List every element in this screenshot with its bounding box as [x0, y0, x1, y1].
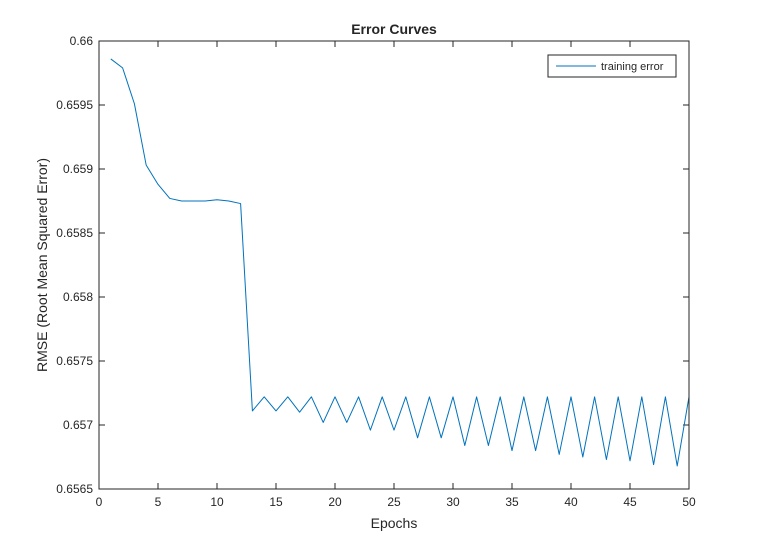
- y-tick-label: 0.6585: [56, 226, 93, 240]
- x-tick-label: 20: [328, 495, 342, 509]
- y-tick-label: 0.6565: [56, 482, 93, 496]
- plot-frame: [98, 40, 690, 490]
- y-axis-ticks: 0.6565 0.657 0.6575 0.658 0.6585 0.659 0.6595 0…: [56, 34, 689, 496]
- x-axis-label: Epochs: [371, 515, 418, 531]
- y-tick-label: 0.658: [63, 290, 93, 304]
- y-axis-label: RMSE (Root Mean Squared Error): [34, 158, 50, 372]
- y-tick-label: 0.6575: [56, 354, 93, 368]
- x-tick-label: 40: [564, 495, 578, 509]
- x-tick-label: 15: [269, 495, 283, 509]
- x-axis-ticks: 0 5 10 15 20 25 30 35 40 45 50: [96, 41, 696, 509]
- y-tick-label: 0.6595: [56, 98, 93, 112]
- x-tick-label: 5: [155, 495, 162, 509]
- x-tick-label: 35: [505, 495, 519, 509]
- series-layer: [110, 58, 690, 467]
- x-tick-label: 0: [96, 495, 103, 509]
- legend-box: [547, 54, 677, 78]
- x-tick-label: 30: [446, 495, 460, 509]
- legend-label: training error: [601, 61, 664, 73]
- y-tick-label: 0.659: [63, 162, 93, 176]
- y-tick-label: 0.657: [63, 418, 93, 432]
- legend: training error: [547, 54, 677, 78]
- y-tick-label: 0.66: [70, 34, 94, 48]
- x-tick-label: 25: [387, 495, 401, 509]
- x-tick-label: 45: [623, 495, 637, 509]
- series-line-training-error: [110, 58, 690, 467]
- x-tick-label: 50: [682, 495, 696, 509]
- chart-title: Error Curves: [351, 21, 437, 37]
- x-tick-label: 10: [210, 495, 224, 509]
- plot-area: [99, 41, 689, 489]
